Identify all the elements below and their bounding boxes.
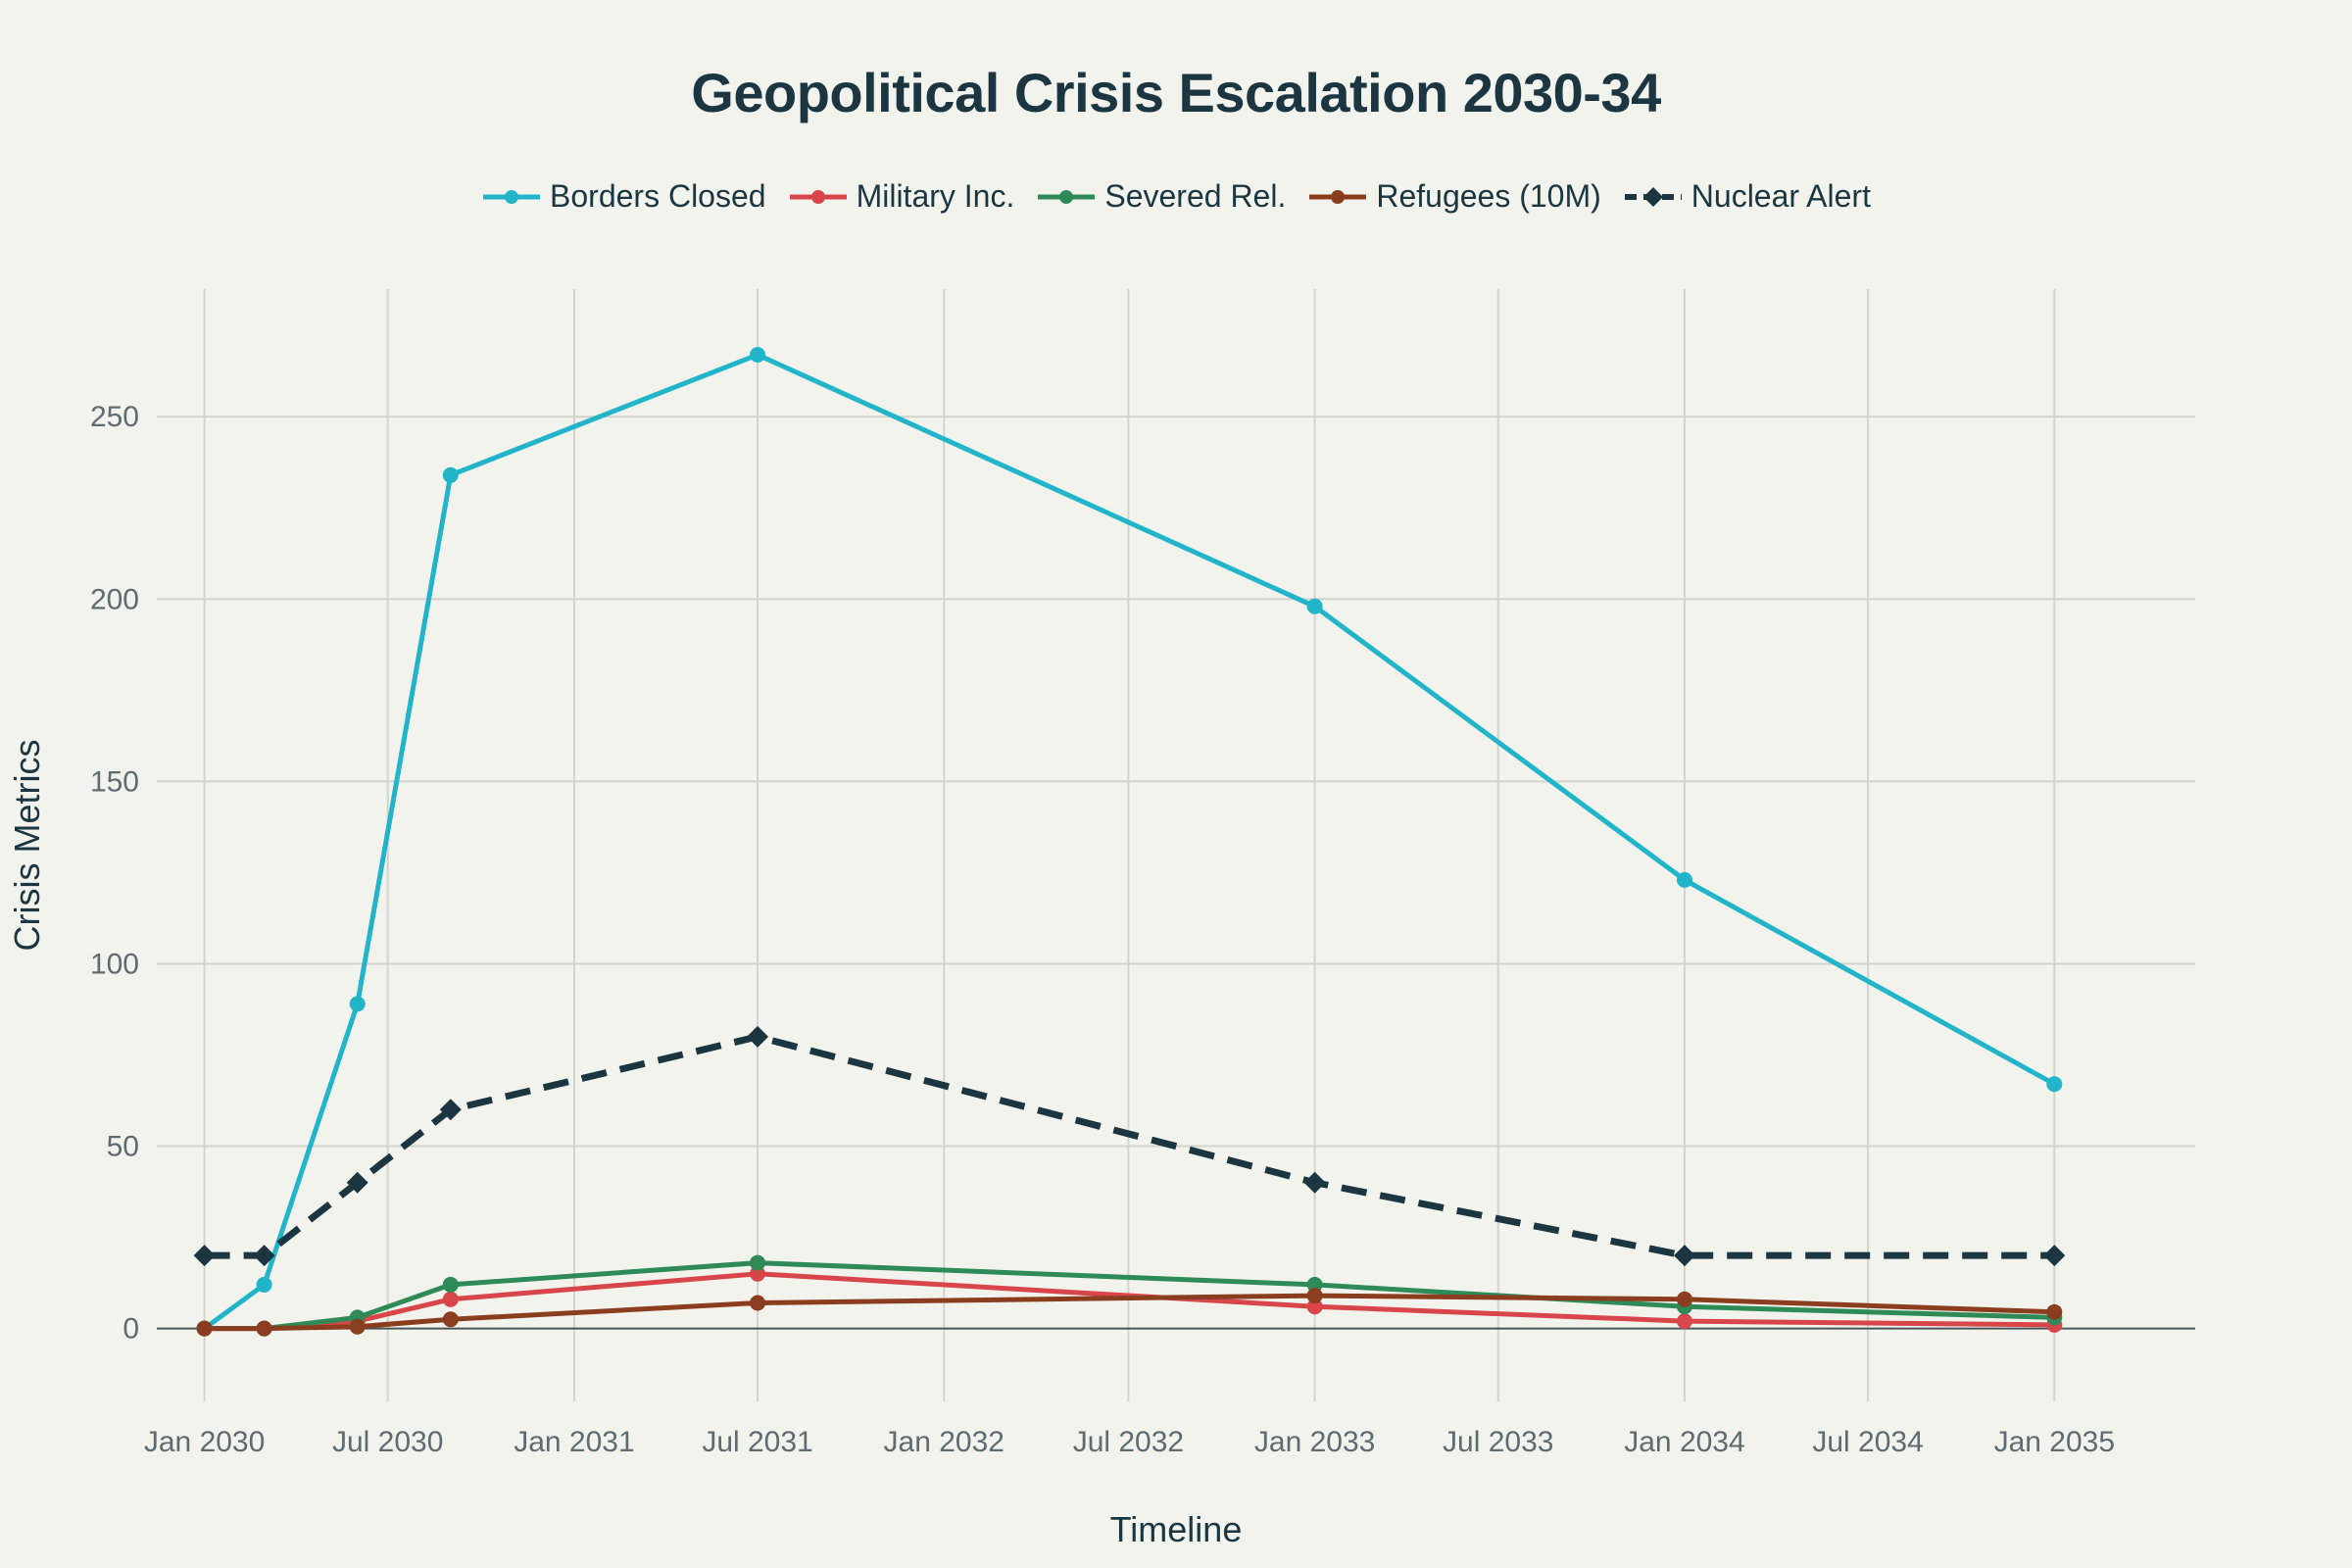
data-point-refugees-10m (196, 1320, 213, 1337)
legend-item-refugees[interactable]: Refugees (10M) (1307, 178, 1601, 215)
legend-label: Severed Rel. (1104, 178, 1287, 214)
y-tick-label: 150 (90, 765, 139, 798)
x-tick-label: Jul 2031 (702, 1426, 812, 1458)
data-point-nuclear-alert (193, 1245, 216, 1267)
legend-swatch-refugees (1309, 189, 1367, 204)
data-point-severed-rel (442, 1276, 459, 1293)
data-point-refugees-10m (2046, 1303, 2063, 1320)
data-point-refugees-10m (256, 1320, 272, 1337)
x-tick-label: Jul 2030 (332, 1426, 443, 1458)
data-point-refugees-10m (349, 1318, 366, 1335)
data-point-borders-closed (256, 1276, 272, 1293)
data-point-borders-closed (442, 466, 459, 483)
legend-label: Borders Closed (550, 178, 766, 214)
y-tick-label: 100 (90, 948, 139, 980)
axes: Jan 2030 Jul 2030 Jan 2031 Jul 2031 Jan 2032… (90, 401, 2195, 1458)
data-point-nuclear-alert (1303, 1171, 1326, 1194)
legend-label: Refugees (10M) (1376, 178, 1601, 214)
series-line-nuclear-alert (204, 1033, 2055, 1259)
x-tick-label: Jan 2034 (1624, 1426, 1744, 1458)
x-tick-label: Jan 2030 (144, 1426, 265, 1458)
data-point-severed-rel (750, 1254, 766, 1271)
x-tick-label: Jul 2034 (1812, 1426, 1923, 1458)
data-point-severed-rel (1306, 1276, 1323, 1293)
data-point-borders-closed (2046, 1076, 2063, 1093)
series-line-borders-closed (203, 352, 2056, 1331)
data-point-refugees-10m (1676, 1291, 1692, 1307)
data-point-nuclear-alert (1673, 1245, 1695, 1267)
legend-swatch-borders-closed (483, 189, 541, 204)
data-point-military-inc (750, 1265, 766, 1282)
x-tick-label: Jan 2033 (1254, 1426, 1375, 1458)
y-tick-label: 200 (90, 583, 139, 615)
legend-swatch-military-inc (789, 189, 847, 204)
data-point-military-inc (442, 1291, 459, 1307)
y-tick-label: 50 (107, 1131, 139, 1163)
data-point-nuclear-alert (253, 1245, 275, 1267)
x-tick-label: Jul 2032 (1073, 1426, 1184, 1458)
x-tick-label: Jan 2032 (884, 1426, 1004, 1458)
legend-item-nuclear-alert[interactable]: Nuclear Alert (1623, 178, 1871, 215)
legend-swatch-severed-rel (1038, 189, 1096, 204)
chart-title: Geopolitical Crisis Escalation 2030-34 (691, 62, 1661, 123)
legend-item-military-inc[interactable]: Military Inc. (788, 178, 1015, 215)
data-point-nuclear-alert (747, 1025, 769, 1048)
series-lines (203, 352, 2056, 1332)
data-point-military-inc (1306, 1298, 1323, 1315)
legend-item-borders-closed[interactable]: Borders Closed (481, 178, 766, 215)
data-point-borders-closed (1306, 598, 1323, 614)
data-point-nuclear-alert (2043, 1245, 2066, 1267)
legend-label: Military Inc. (856, 178, 1015, 214)
y-axis-title: Crisis Metrics (7, 740, 47, 952)
series-markers (193, 346, 2066, 1337)
gridlines (157, 289, 2195, 1401)
y-tick-label: 250 (90, 401, 139, 433)
data-point-borders-closed (349, 996, 366, 1012)
legend-swatch-nuclear-alert (1624, 186, 1682, 207)
legend-label: Nuclear Alert (1690, 178, 1871, 214)
data-point-borders-closed (750, 346, 766, 363)
x-tick-label: Jan 2035 (1994, 1426, 2115, 1458)
data-point-refugees-10m (750, 1295, 766, 1311)
data-point-refugees-10m (1306, 1288, 1323, 1304)
data-point-nuclear-alert (346, 1171, 368, 1194)
series-line-refugees-10m (204, 1293, 2055, 1332)
x-axis-title: Timeline (1110, 1509, 1243, 1549)
data-point-refugees-10m (442, 1311, 459, 1328)
data-point-borders-closed (1676, 871, 1692, 888)
y-tick-label: 0 (122, 1313, 139, 1346)
legend: Borders Closed Military Inc. Severed Rel… (0, 178, 2352, 215)
x-tick-label: Jul 2033 (1443, 1426, 1553, 1458)
data-point-military-inc (1676, 1313, 1692, 1330)
data-point-nuclear-alert (439, 1099, 462, 1121)
legend-item-severed-rel[interactable]: Severed Rel. (1036, 178, 1286, 215)
x-tick-label: Jan 2031 (514, 1426, 634, 1458)
